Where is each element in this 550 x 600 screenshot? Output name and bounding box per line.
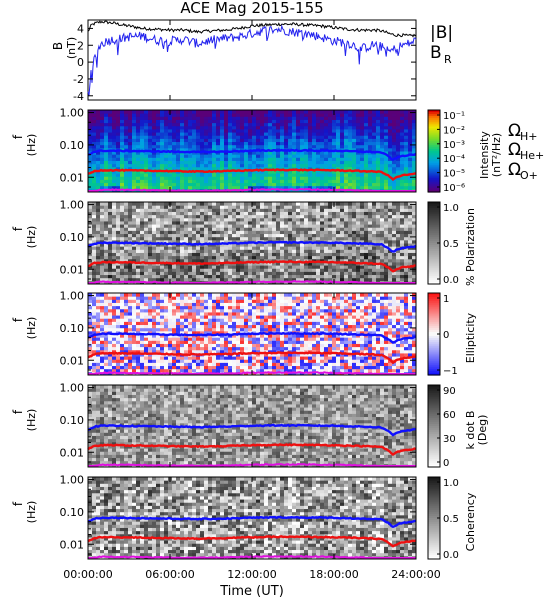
panel-b-frame [87,19,417,101]
polarization-ylabel-unit: (Hz) [25,226,38,249]
intensity-colorbar-frame [427,109,441,193]
coherency-colorbar-label: 0.0 [443,550,459,561]
ellipticity-heatmap [88,293,417,376]
xtick-label: 00:00:00 [63,568,112,581]
ellipticity-ytick-label: 1.00 [60,290,85,303]
polarization-ytick-label: 1.00 [60,199,85,212]
kdotb-colorbar-label: 0 [443,458,449,469]
intensity-ylabel: f [11,134,25,139]
intensity-colorbar-label: 10⁻² [443,125,465,136]
b-ytick-label: 0 [77,56,84,69]
coherency-ylabel: f [11,501,25,506]
x-axis-label: Time (UT) [219,584,284,599]
ellipticity-colorbar-title: Ellipticity [464,312,477,363]
kdotb-ytick-label: 1.00 [60,382,85,395]
b-ytick-label: -2 [73,73,84,86]
kdotb-ytick-label: 0.01 [60,446,85,459]
polarization-ytick-label: 0.01 [60,263,85,276]
coherency-colorbar-title: Coherency [464,492,477,551]
legend-gyro-o-sub: O+ [520,169,538,182]
xtick-label: 24:00:00 [391,568,440,581]
ellipticity-colorbar-label: 0 [443,330,449,341]
legend-br-sub: R [444,53,452,66]
polarization-colorbar-label: 0.0 [443,275,459,286]
b-ytick-label: 4 [77,22,84,35]
intensity-ylabel-unit: (Hz) [25,134,38,157]
legend-gyro-h-sub: H+ [520,130,538,143]
ellipticity-colorbar [428,293,440,376]
b-ytick-label: 2 [77,39,84,52]
polarization-ylabel: f [11,226,25,231]
kdotb-colorbar-unit: (Deg) [476,415,489,446]
polarization-colorbar-label: 0.5 [443,239,459,250]
polarization-colorbar-title: % Polarization [464,208,477,286]
polarization-colorbar [428,202,440,285]
coherency-gyro-h-line [87,515,417,529]
b-ylabel-unit: (nT) [65,37,78,59]
polarization-gyro-he-line [87,260,417,273]
coherency-ylabel-unit: (Hz) [25,501,38,524]
xtick-label: 12:00:00 [227,568,276,581]
xtick-label: 18:00:00 [309,568,358,581]
intensity-colorbar [428,110,440,193]
intensity-gyro-h-line [87,148,417,162]
chart-title: ACE Mag 2015-155 [180,0,323,17]
ellipticity-ytick-label: 0.01 [60,354,85,367]
br-line [87,24,417,96]
intensity-ytick-label: 1.00 [60,107,85,120]
coherency-ytick-label: 0.10 [60,506,85,519]
legend-br: B [430,43,442,63]
ellipticity-ylabel: f [11,317,25,322]
intensity-colorbar-label: 10⁻⁶ [443,183,465,194]
ellipticity-gyro-h-line [87,331,417,344]
coherency-colorbar-label: 0.5 [443,514,459,525]
intensity-colorbar-label: 10⁻⁴ [443,154,465,165]
intensity-colorbar-title: Intensity [478,131,491,179]
ellipticity-colorbar-label: 1 [443,294,449,305]
ellipticity-ytick-label: 0.10 [60,322,85,335]
kdotb-colorbar [428,385,440,468]
ellipticity-gyro-he-line [87,351,417,365]
polarization-gyro-h-line [87,240,417,253]
kdotb-gyro-he-line [87,443,417,456]
b-ytick-label: -4 [73,90,84,103]
kdotb-colorbar-title: k dot B [464,411,477,450]
coherency-ytick-label: 1.00 [60,474,85,487]
legend-gyro-he: Ω [508,140,521,160]
kdotb-colorbar-frame [427,384,441,468]
intensity-colorbar-label: 10⁻⁵ [443,169,465,180]
polarization-colorbar-label: 1.0 [443,203,459,214]
ellipticity-ylabel-unit: (Hz) [25,317,38,340]
coherency-heatmap [88,477,417,560]
intensity-ytick-label: 0.01 [60,171,85,184]
legend-bmag: |B| [430,23,453,43]
intensity-colorbar-label: 10⁻¹ [443,111,465,122]
kdotb-ylabel: f [11,409,25,414]
kdotb-colorbar-label: 90 [443,386,456,397]
ellipticity-colorbar-label: −1 [443,366,458,377]
kdotb-colorbar-label: 60 [443,410,456,421]
legend-gyro-h: Ω [508,121,521,141]
polarization-ytick-label: 0.10 [60,231,85,244]
kdotb-gyro-h-line [87,423,417,437]
intensity-gyro-he-line [87,168,417,182]
kdotb-ylabel-unit: (Hz) [25,409,38,432]
coherency-ytick-label: 0.01 [60,538,85,551]
xtick-label: 06:00:00 [145,568,194,581]
intensity-colorbar-label: 10⁻³ [443,140,465,151]
kdotb-heatmap [88,385,417,468]
intensity-ytick-label: 0.10 [60,139,85,152]
coherency-gyro-he-line [87,535,417,548]
b-ylabel: B [51,42,65,50]
legend-gyro-o: Ω [508,160,521,180]
bmag-line [87,20,417,38]
intensity-colorbar-unit: (nT²/Hz) [490,133,503,177]
kdotb-ytick-label: 0.10 [60,414,85,427]
coherency-colorbar [428,477,440,560]
legend-gyro-he-sub: He+ [520,149,544,162]
coherency-colorbar-label: 1.0 [443,478,459,489]
kdotb-colorbar-label: 30 [443,434,456,445]
